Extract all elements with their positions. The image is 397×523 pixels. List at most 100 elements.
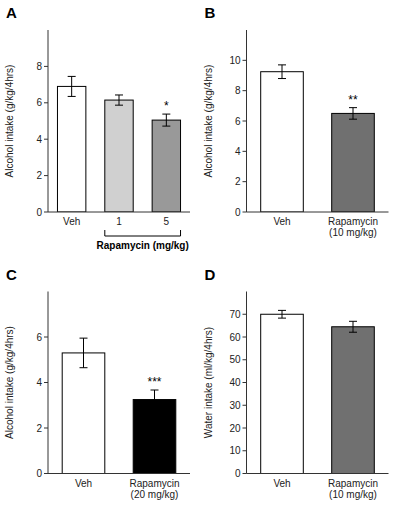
x-tick-label: Rapamycin(10 mg/kg) [328,478,378,500]
y-tick [243,450,247,451]
y-tick-label: 2 [235,176,241,187]
y-tick-label: 2 [36,423,42,434]
y-axis-line [246,292,247,474]
x-tick-label: Veh [273,216,290,227]
bar [57,86,85,212]
error-bar [151,390,159,409]
significance-label: *** [147,375,161,389]
y-tick [44,473,48,474]
bar [261,72,304,212]
y-tick [243,337,247,338]
bar [152,120,180,212]
significance-label: ** [348,93,358,107]
error-bar [68,76,76,96]
y-tick [243,314,247,315]
plot-area [261,310,375,473]
y-tick [44,175,48,176]
y-tick [243,212,247,213]
panel-label: B [205,4,216,21]
x-axis-line [48,212,190,213]
y-axis-line [246,30,247,212]
panel-label: C [6,266,17,283]
y-tick-label: 6 [36,332,42,343]
bracket [105,230,181,236]
y-tick-label: 30 [229,400,241,411]
y-tick-label: 10 [229,55,241,66]
plot-area [62,338,176,473]
y-tick [243,60,247,61]
bar [261,314,304,473]
y-tick-label: 0 [235,468,241,479]
error-bar [278,310,286,318]
error-bar [349,108,357,120]
plot-area [261,65,375,212]
y-axis-label: Alcohol intake (g/kg/4hrs) [4,65,15,178]
y-tick [44,337,48,338]
bar [105,100,133,212]
bar [332,113,375,212]
y-tick [44,139,48,140]
y-tick [243,405,247,406]
panel: B 0 2 4 6 8 10 Alcohol intake (g/kg/4hrs) Veh Rap… [203,4,389,238]
x-tick-label: 5 [164,216,170,227]
y-tick-label: 6 [235,116,241,127]
x-tick-label: Veh [75,478,92,489]
x-axis-line [48,473,190,474]
y-axis-label: Alcohol intake (g/kg/4hrs) [4,326,15,439]
y-tick-label: 8 [36,61,42,72]
x-tick-label: Rapamycin(20 mg/kg) [129,478,179,500]
y-tick-label: 10 [229,445,241,456]
error-bar [162,114,170,126]
y-tick [243,151,247,152]
x-tick-label: 1 [116,216,122,227]
y-tick-label: 8 [235,85,241,96]
panel: C 0 2 4 6 Alcohol intake (g/kg/4hrs) Veh Rapamy… [4,266,190,500]
plot-area [57,76,180,212]
y-tick [243,359,247,360]
x-tick-label: Veh [63,216,80,227]
y-tick [243,90,247,91]
bar [332,327,375,474]
y-tick [44,428,48,429]
y-tick [243,382,247,383]
x-tick-label: Rapamycin(10 mg/kg) [328,216,378,238]
y-tick [243,428,247,429]
y-tick [243,121,247,122]
bar [62,353,105,474]
y-tick-label: 0 [235,207,241,218]
y-tick-label: 4 [36,134,42,145]
error-bar [349,321,357,332]
y-tick [44,212,48,213]
y-tick [243,473,247,474]
y-tick-label: 4 [36,377,42,388]
x-axis-label: Rapamycin (mg/kg) [97,240,189,251]
y-tick [44,382,48,383]
y-axis-label: Water intake (ml/kg/4hrs) [203,327,214,438]
y-tick-label: 2 [36,170,42,181]
significance-label: * [164,99,169,113]
x-tick-label: Veh [273,478,290,489]
panel: D 0 10 20 30 40 50 60 70 Water intake (ml/kg/4hrs… [203,266,389,500]
y-tick-label: 70 [229,309,241,320]
error-bar [115,95,123,105]
x-axis-line [247,473,389,474]
error-bar [278,65,286,79]
bar [133,400,176,474]
y-tick-label: 4 [235,146,241,157]
y-tick-label: 40 [229,377,241,388]
y-tick [44,66,48,67]
y-tick-label: 20 [229,423,241,434]
y-axis-line [48,30,49,212]
y-tick-label: 6 [36,97,42,108]
x-axis-line [247,212,389,213]
y-tick-label: 50 [229,354,241,365]
y-axis-label: Alcohol intake (g/kg/4hrs) [203,65,214,178]
y-tick-label: 60 [229,332,241,343]
y-axis-line [48,292,49,474]
panel: A 0 2 4 6 8 Alcohol intake (g/kg/4hrs) Veh 1 5 * Ra… [4,4,190,251]
panel-label: D [205,266,216,283]
y-tick-label: 0 [36,207,42,218]
figure: A 0 2 4 6 8 Alcohol intake (g/kg/4hrs) Veh 1 5 * Ra… [0,0,397,523]
y-tick-label: 0 [36,468,42,479]
panel-label: A [6,4,17,21]
